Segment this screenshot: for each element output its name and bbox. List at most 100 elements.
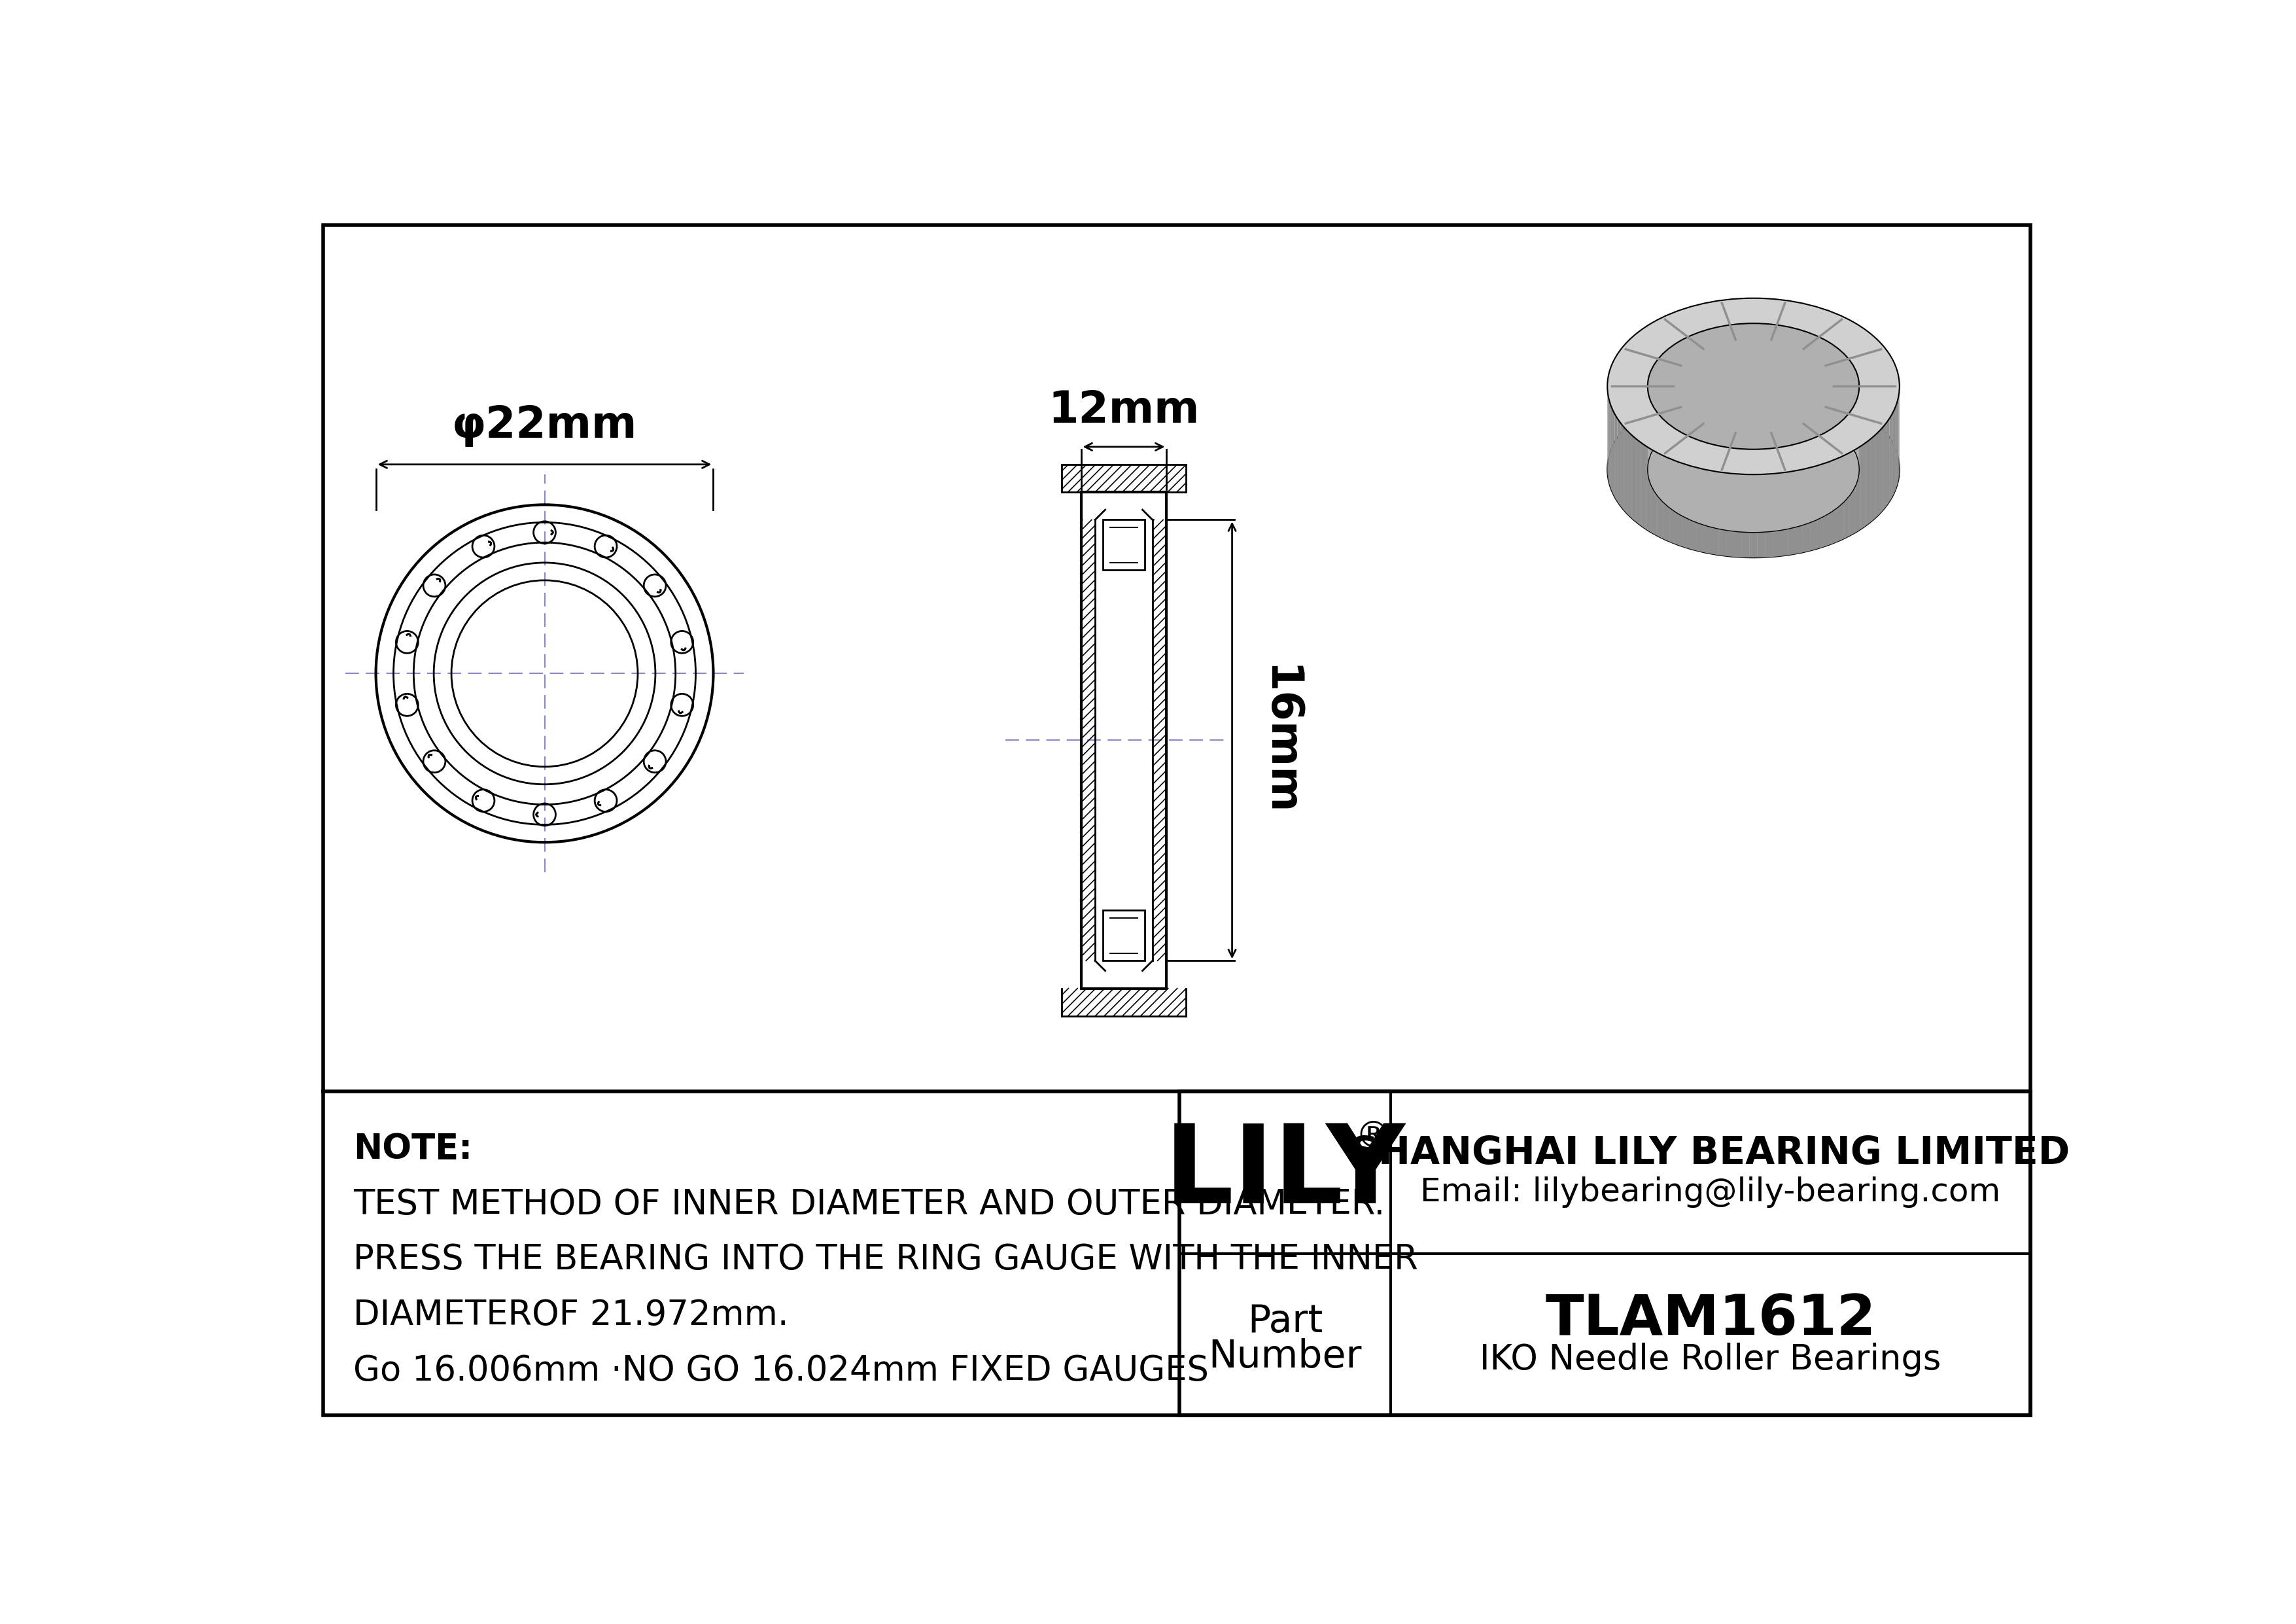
Text: Go 16.006mm ·NO GO 16.024mm FIXED GAUGES: Go 16.006mm ·NO GO 16.024mm FIXED GAUGES — [354, 1354, 1208, 1387]
Polygon shape — [1669, 458, 1676, 544]
Ellipse shape — [1649, 323, 1860, 450]
Polygon shape — [1651, 401, 1653, 489]
Polygon shape — [1708, 443, 1715, 528]
Polygon shape — [1632, 435, 1637, 521]
Text: TLAM1612: TLAM1612 — [1545, 1293, 1876, 1346]
Polygon shape — [1711, 471, 1720, 555]
Polygon shape — [1662, 456, 1669, 542]
Polygon shape — [1690, 466, 1697, 551]
Polygon shape — [1674, 429, 1681, 515]
Polygon shape — [1887, 419, 1890, 507]
Polygon shape — [1616, 419, 1621, 507]
Polygon shape — [1791, 443, 1798, 528]
Polygon shape — [1653, 406, 1655, 494]
Polygon shape — [1731, 448, 1740, 533]
Polygon shape — [1646, 447, 1651, 533]
Ellipse shape — [1607, 382, 1899, 557]
Ellipse shape — [1649, 406, 1860, 533]
Polygon shape — [1704, 469, 1711, 554]
Polygon shape — [1720, 473, 1727, 555]
Polygon shape — [1844, 453, 1851, 539]
Polygon shape — [1701, 440, 1708, 526]
Polygon shape — [1802, 468, 1809, 552]
Text: Number: Number — [1208, 1338, 1362, 1376]
Polygon shape — [1883, 422, 1887, 510]
Polygon shape — [1878, 427, 1883, 515]
Polygon shape — [1773, 473, 1779, 557]
Polygon shape — [1798, 440, 1807, 526]
Polygon shape — [1860, 443, 1867, 529]
Polygon shape — [1837, 456, 1844, 542]
Polygon shape — [1782, 445, 1791, 529]
Polygon shape — [1697, 468, 1704, 552]
Polygon shape — [1855, 447, 1860, 533]
Polygon shape — [1809, 466, 1818, 551]
Polygon shape — [1814, 435, 1821, 521]
Text: NOTE:: NOTE: — [354, 1132, 473, 1166]
Text: LILY: LILY — [1164, 1119, 1405, 1226]
Polygon shape — [1839, 421, 1844, 507]
Polygon shape — [1669, 424, 1674, 512]
Polygon shape — [1750, 474, 1756, 557]
Polygon shape — [1623, 427, 1628, 515]
Polygon shape — [1655, 411, 1660, 499]
Polygon shape — [1681, 432, 1688, 518]
Polygon shape — [1658, 453, 1662, 539]
Polygon shape — [1766, 474, 1773, 557]
Polygon shape — [1779, 473, 1789, 555]
Polygon shape — [1851, 450, 1855, 536]
Bar — [1180, 1091, 2030, 1415]
Polygon shape — [1676, 461, 1683, 547]
Polygon shape — [1724, 447, 1731, 531]
Polygon shape — [1775, 447, 1782, 531]
Text: ®: ® — [1355, 1119, 1391, 1155]
Polygon shape — [1853, 401, 1855, 489]
Polygon shape — [1660, 416, 1665, 503]
Polygon shape — [1733, 474, 1743, 557]
Text: PRESS THE BEARING INTO THE RING GAUGE WITH THE INNER: PRESS THE BEARING INTO THE RING GAUGE WI… — [354, 1242, 1419, 1276]
Polygon shape — [1750, 450, 1759, 533]
Polygon shape — [1867, 438, 1871, 526]
Text: SHANGHAI LILY BEARING LIMITED: SHANGHAI LILY BEARING LIMITED — [1350, 1135, 2071, 1173]
Text: Part: Part — [1247, 1302, 1322, 1340]
Polygon shape — [1665, 421, 1669, 507]
Polygon shape — [1743, 474, 1750, 557]
Polygon shape — [1651, 450, 1658, 536]
Text: DIAMETEROF 21.972mm.: DIAMETEROF 21.972mm. — [354, 1298, 788, 1332]
Polygon shape — [1727, 473, 1733, 557]
Polygon shape — [1876, 430, 1878, 518]
Polygon shape — [1830, 458, 1837, 544]
Polygon shape — [1818, 463, 1825, 549]
Polygon shape — [1756, 474, 1766, 557]
Bar — [1102, 520, 1146, 570]
Polygon shape — [1683, 463, 1690, 549]
Polygon shape — [1807, 438, 1814, 525]
Text: TEST METHOD OF INNER DIAMETER AND OUTER DIAMETER.: TEST METHOD OF INNER DIAMETER AND OUTER … — [354, 1187, 1384, 1221]
Polygon shape — [1688, 435, 1694, 521]
Polygon shape — [1759, 448, 1766, 533]
Polygon shape — [1694, 438, 1701, 525]
Polygon shape — [1621, 422, 1623, 510]
Polygon shape — [1825, 461, 1830, 547]
Text: Email: lilybearing@lily-bearing.com: Email: lilybearing@lily-bearing.com — [1421, 1176, 2000, 1208]
Polygon shape — [1740, 448, 1750, 533]
Polygon shape — [1789, 471, 1795, 555]
Polygon shape — [1795, 469, 1802, 554]
Polygon shape — [1851, 406, 1853, 494]
Polygon shape — [1828, 429, 1832, 515]
Polygon shape — [1832, 424, 1839, 512]
Polygon shape — [1766, 448, 1775, 533]
Polygon shape — [1846, 411, 1851, 499]
Polygon shape — [1628, 430, 1632, 518]
Polygon shape — [1890, 414, 1892, 502]
Text: 16mm: 16mm — [1258, 664, 1300, 815]
Bar — [1081, 492, 1166, 989]
Polygon shape — [1844, 416, 1846, 503]
Polygon shape — [1637, 438, 1642, 526]
Text: IKO Needle Roller Bearings: IKO Needle Roller Bearings — [1481, 1343, 1942, 1377]
Polygon shape — [1614, 414, 1616, 502]
Bar — [1102, 911, 1146, 961]
Polygon shape — [1642, 443, 1646, 529]
Polygon shape — [1821, 432, 1828, 518]
Ellipse shape — [1607, 299, 1899, 474]
